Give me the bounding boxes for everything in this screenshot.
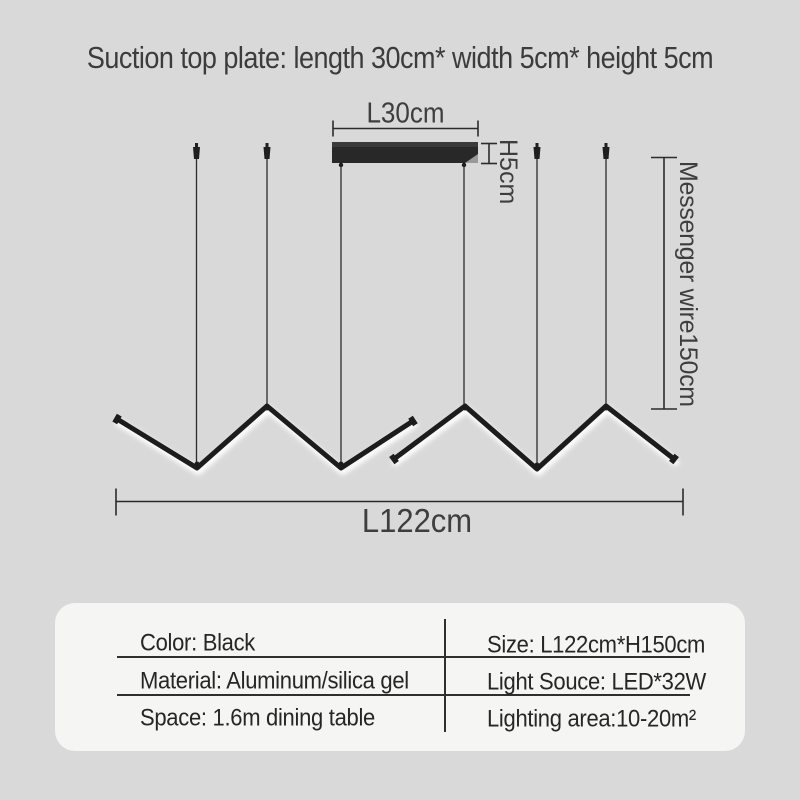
table-row-divider bbox=[117, 694, 690, 696]
anchor-icon bbox=[533, 143, 541, 159]
dim-label-fixture-length: L122cm bbox=[361, 502, 473, 540]
spec-light-source: Light Souce: LED*32W bbox=[487, 668, 707, 695]
anchor-icon bbox=[193, 143, 200, 159]
spec-color: Color: Black bbox=[140, 629, 255, 656]
dim-label-messenger-wire: Messenger wire150cm bbox=[674, 161, 702, 407]
spec-table-card bbox=[55, 603, 745, 751]
suspension-wires bbox=[195, 159, 607, 465]
dim-label-plate-length: L30cm bbox=[366, 96, 445, 129]
dim-label-plate-height: H5cm bbox=[494, 139, 522, 205]
ceiling-plate bbox=[332, 142, 478, 168]
dim-line-fixture-length bbox=[115, 488, 684, 516]
spec-space: Space: 1.6m dining table bbox=[140, 704, 375, 731]
page-title: Suction top plate: length 30cm* width 5c… bbox=[86, 41, 714, 75]
table-row-divider bbox=[117, 656, 690, 658]
table-vertical-divider bbox=[444, 619, 446, 732]
tube-end-caps bbox=[112, 413, 679, 465]
anchor-icon bbox=[263, 143, 271, 159]
ceiling-anchors bbox=[193, 143, 610, 159]
spec-size: Size: L122cm*H150cm bbox=[487, 631, 706, 658]
wire-connectors bbox=[194, 405, 609, 468]
dim-line-plate-height bbox=[481, 142, 497, 165]
dim-line-plate-length bbox=[332, 120, 479, 137]
dim-line-messenger-wire bbox=[651, 156, 677, 410]
spec-material: Material: Aluminum/silica gel bbox=[140, 667, 409, 694]
spec-lighting-area: Lighting area:10-20m² bbox=[487, 705, 696, 732]
anchor-icon bbox=[602, 143, 610, 159]
